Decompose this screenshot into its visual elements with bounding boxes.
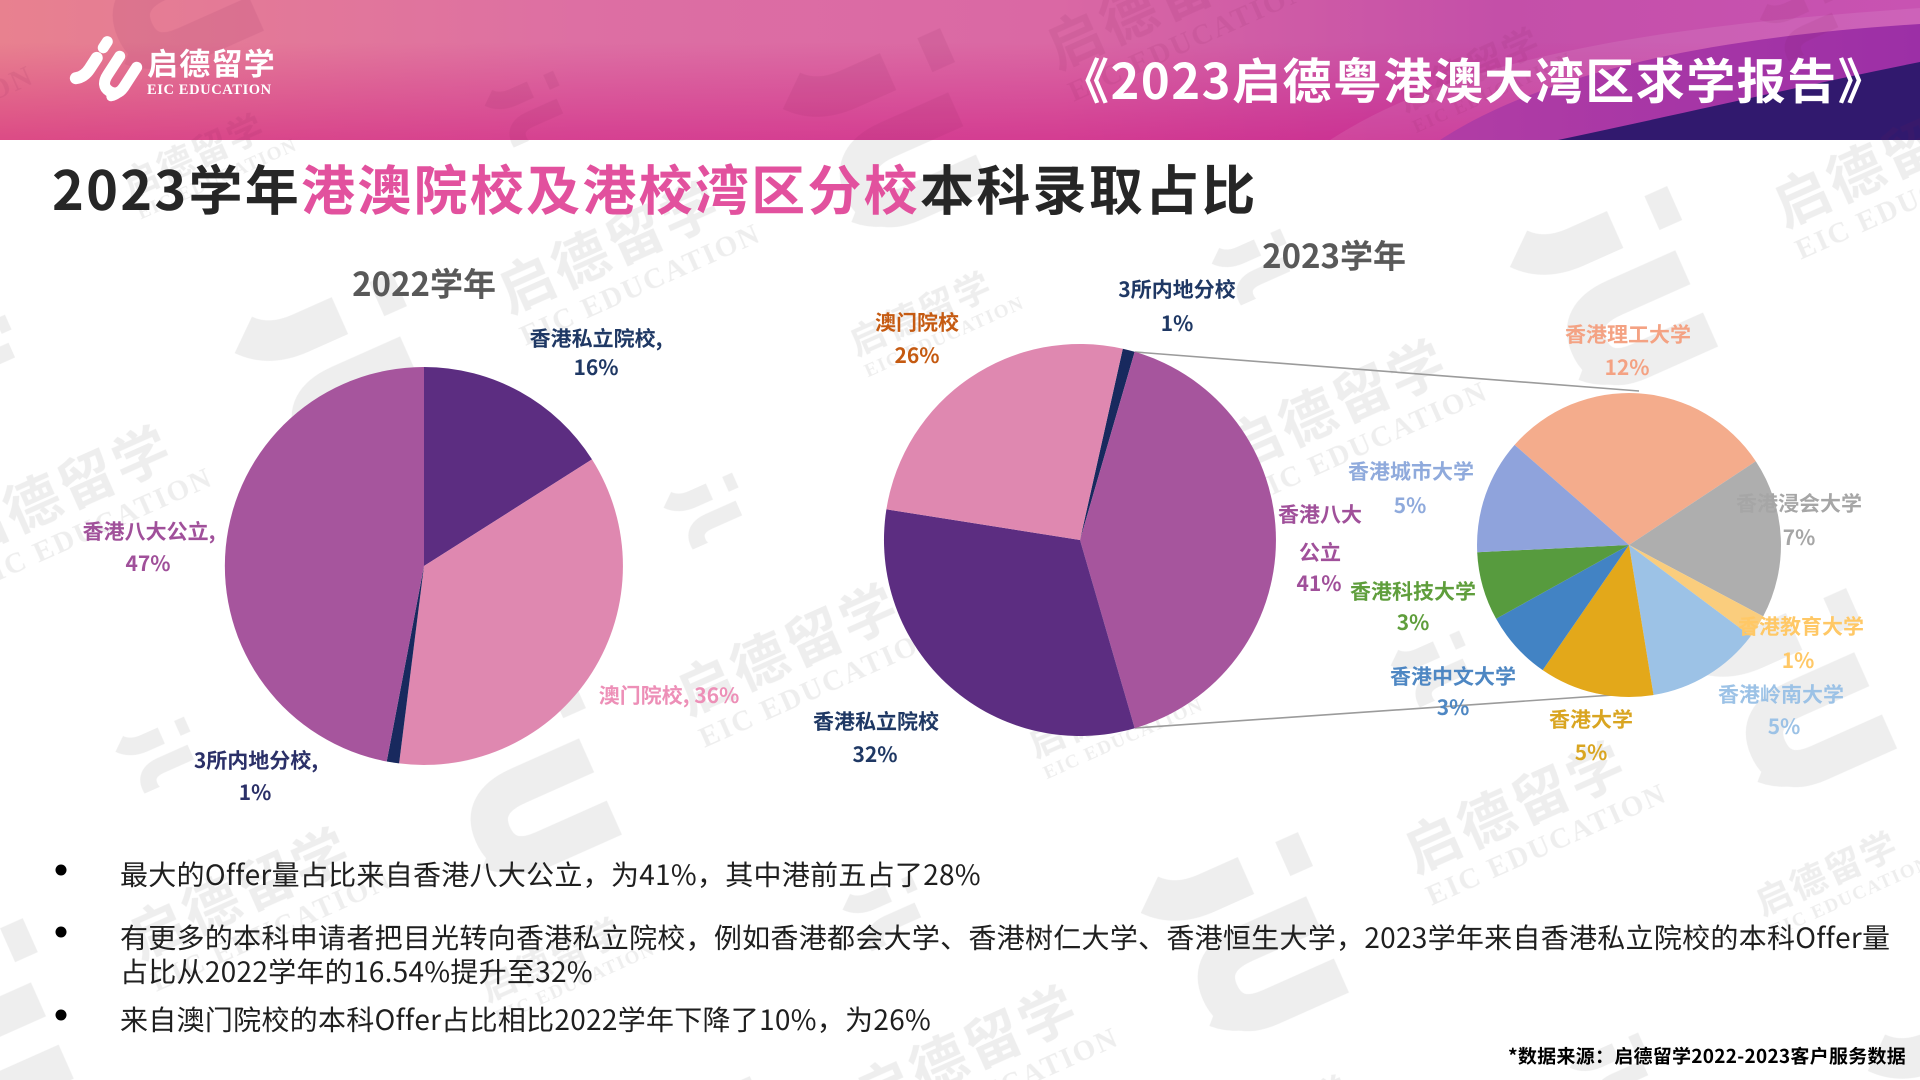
svg-text:EIC EDUCATION: EIC EDUCATION [147, 82, 272, 98]
